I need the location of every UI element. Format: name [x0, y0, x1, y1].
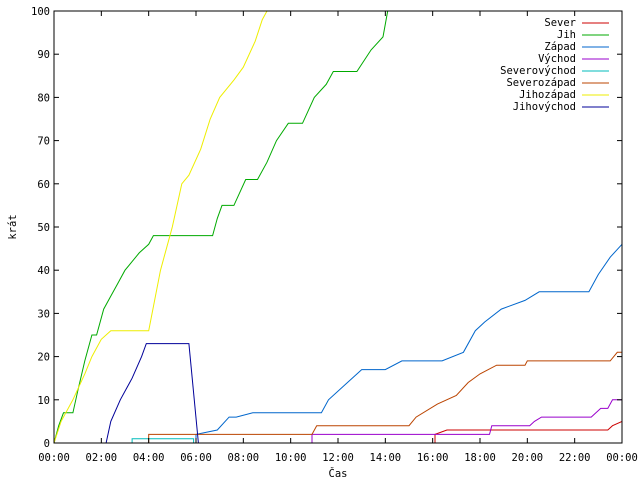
- x-tick-label: 02:00: [86, 452, 118, 464]
- series-line-sever: [54, 420, 622, 443]
- series-layer: [54, 10, 622, 443]
- legend-label-vychod: Východ: [538, 53, 576, 65]
- legend-label-jihovychod: Jihovýchod: [513, 101, 576, 113]
- x-tick-label: 16:00: [417, 452, 449, 464]
- x-tick-label: 00:00: [38, 452, 70, 464]
- series-line-jihozapad: [54, 10, 272, 443]
- y-tick-label: 50: [37, 222, 50, 234]
- legend-label-jih: Jih: [557, 29, 576, 41]
- legend-label-sever: Sever: [544, 17, 576, 29]
- x-axis-label: Čas: [329, 467, 348, 480]
- y-axis-label: krát: [7, 214, 19, 239]
- series-line-jihovychod: [54, 343, 622, 443]
- x-tick-label: 22:00: [559, 452, 591, 464]
- series-line-zapad: [54, 243, 622, 443]
- y-tick-label: 10: [37, 395, 50, 407]
- series-line-jih: [54, 10, 395, 443]
- x-tick-label: 18:00: [464, 452, 496, 464]
- x-tick-label: 00:00: [606, 452, 638, 464]
- x-tick-label: 20:00: [512, 452, 544, 464]
- x-tick-label: 14:00: [370, 452, 402, 464]
- y-tick-label: 70: [37, 136, 50, 148]
- x-tick-label: 08:00: [228, 452, 260, 464]
- y-tick-label: 60: [37, 179, 50, 191]
- legend-label-severovychod: Severovýchod: [500, 65, 576, 77]
- legend-label-severozapad: Severozápad: [506, 77, 576, 89]
- y-tick-label: 100: [31, 6, 50, 18]
- x-tick-label: 06:00: [180, 452, 212, 464]
- legend-label-zapad: Západ: [544, 41, 576, 53]
- x-tick-label: 12:00: [322, 452, 354, 464]
- y-tick-label: 90: [37, 49, 50, 61]
- y-tick-label: 80: [37, 92, 50, 104]
- legend: SeverJihZápadVýchodSeverovýchodSeverozáp…: [500, 17, 609, 113]
- y-tick-label: 40: [37, 265, 50, 277]
- series-line-vychod: [54, 399, 622, 443]
- x-tick-label: 04:00: [133, 452, 165, 464]
- axis-ticks: 00:00 02:00 04:00 06:00 08:00 10:00 12:00 14:00…: [31, 6, 638, 464]
- y-tick-label: 20: [37, 352, 50, 364]
- y-tick-label: 30: [37, 308, 50, 320]
- y-tick-label: 0: [44, 438, 50, 450]
- series-line-severovychod: [54, 438, 622, 443]
- series-line-severozapad: [54, 351, 622, 443]
- legend-label-jihozapad: Jihozápad: [519, 89, 576, 101]
- x-tick-label: 10:00: [275, 452, 307, 464]
